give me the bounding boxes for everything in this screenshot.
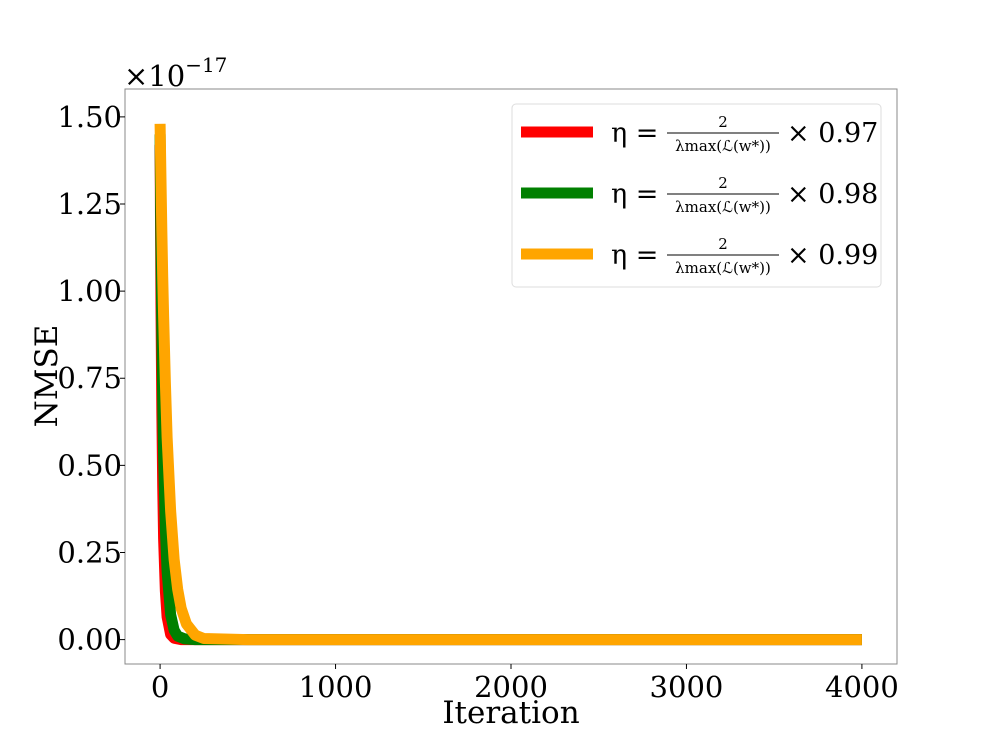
y-tick-label: 1.00 (57, 274, 122, 308)
legend-label-lhs: η = (611, 118, 658, 149)
y-tick-label: 1.25 (57, 187, 122, 221)
legend-label-factor: × 0.97 (787, 118, 878, 149)
x-axis-label: Iteration (442, 695, 579, 731)
x-tick-label: 2000 (474, 670, 548, 704)
legend-label-factor: × 0.98 (787, 179, 878, 210)
legend-label-denominator: λmax(ℒ(w*)) (675, 259, 771, 277)
legend-box (511, 103, 882, 288)
x-tick-label: 1000 (299, 670, 373, 704)
legend-label-denominator: λmax(ℒ(w*)) (675, 198, 771, 216)
legend-label-lhs: η = (611, 179, 658, 210)
x-axis-ticks: 0 1000 2000 3000 4000 (151, 664, 899, 704)
y-tick-label: 0.50 (57, 448, 122, 482)
legend-label-denominator: λmax(ℒ(w*)) (675, 137, 771, 155)
legend-label-lhs: η = (611, 240, 658, 271)
legend: η = 2 λmax(ℒ(w*)) × 0.97 η = 2 λmax(ℒ(w*)) × 0.… (511, 103, 882, 288)
y-scale-multiplier: ×10−17 (124, 53, 227, 93)
legend-label-numerator: 2 (718, 113, 728, 131)
y-tick-label: 1.50 (57, 100, 122, 134)
legend-label-numerator: 2 (718, 174, 728, 192)
y-tick-label: 0.75 (57, 361, 122, 395)
y-tick-label: 0.25 (57, 535, 122, 569)
y-axis-ticks: 0.00 0.25 0.50 0.75 1.00 1.25 1.50 (57, 100, 125, 657)
y-tick-label: 0.00 (57, 623, 122, 657)
x-tick-label: 0 (151, 670, 169, 704)
legend-label-numerator: 2 (718, 235, 728, 253)
series-line-3 (154, 123, 862, 646)
y-axis-label: NMSE (29, 325, 65, 428)
legend-label-factor: × 0.99 (787, 240, 878, 271)
series-layer (154, 123, 862, 646)
x-tick-label: 4000 (825, 670, 899, 704)
x-tick-label: 3000 (650, 670, 724, 704)
